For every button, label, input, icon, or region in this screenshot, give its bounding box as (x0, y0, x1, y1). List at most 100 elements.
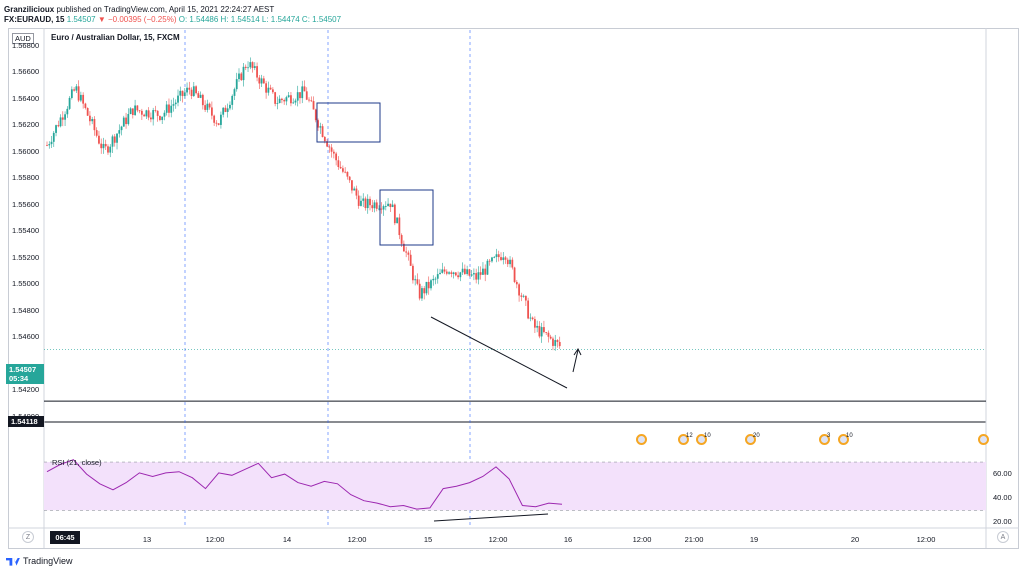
candle-body (549, 336, 552, 339)
candle-body (443, 269, 446, 272)
calendar-event-icon[interactable] (838, 434, 849, 445)
auto-scale-button[interactable]: A (997, 531, 1009, 543)
candle-body (283, 100, 286, 102)
candle-body (445, 271, 448, 274)
candle-body (192, 86, 195, 97)
time-axis-tick: 20 (850, 535, 860, 544)
calendar-event-icon[interactable] (745, 434, 756, 445)
calendar-event-icon[interactable] (819, 434, 830, 445)
time-axis-tick: 16 (563, 535, 573, 544)
candle-body (547, 332, 550, 337)
author-name[interactable]: Granzilicioux (4, 5, 55, 14)
rsi-line (46, 459, 563, 510)
candle-body (253, 66, 256, 68)
candle-body (152, 110, 155, 120)
candle-body (391, 204, 394, 208)
candle-body (373, 202, 376, 209)
au-flag-icon[interactable] (636, 434, 647, 445)
candle-body (226, 108, 229, 112)
candle-body (102, 143, 105, 149)
zoom-button[interactable]: Z (22, 531, 34, 543)
candle-body (251, 62, 254, 68)
candle-body (454, 272, 457, 276)
candle-body (396, 217, 399, 224)
candle-body (84, 103, 87, 108)
rsi-axis-tick: 20.00 (993, 517, 1012, 527)
candle-body (522, 295, 525, 297)
candle-body (95, 130, 98, 136)
candle-body (150, 117, 152, 120)
price-axis-tick: 1.55200 (12, 252, 40, 262)
chart-title: Euro / Australian Dollar, 15, FXCM (51, 33, 180, 42)
candle-body (518, 284, 520, 296)
calendar-event-icon[interactable] (696, 434, 707, 445)
candle-body (82, 94, 85, 104)
tradingview-logo[interactable]: TradingView (6, 556, 73, 566)
candle-body (129, 108, 132, 115)
candle-body (222, 107, 225, 115)
candle-body (398, 217, 401, 236)
time-axis-tick: 19 (749, 535, 759, 544)
publish-text: published on TradingView.com, April 15, … (56, 5, 275, 14)
time-axis-tick: 12:00 (205, 535, 225, 544)
candle-body (79, 94, 82, 101)
candle-body (531, 317, 534, 320)
candle-body (308, 99, 310, 101)
candle-body (400, 235, 403, 244)
candle-body (204, 105, 207, 110)
up-arrow-shaft (572, 349, 579, 373)
candle-body (292, 102, 295, 104)
rsi-axis-tick: 40.00 (993, 493, 1012, 503)
event-count-label: 12 (686, 433, 693, 439)
price-axis-tick: 1.55000 (12, 279, 40, 289)
time-axis-tick: 14 (282, 535, 292, 544)
candle-body (86, 107, 89, 116)
au-flag-icon[interactable] (978, 434, 989, 445)
candle-body (260, 78, 263, 84)
candle-body (357, 195, 360, 206)
candle-body (554, 340, 557, 346)
price-axis-tick: 1.56800 (12, 40, 40, 50)
candle-body (136, 105, 139, 111)
candle-body (276, 103, 279, 104)
candle-body (414, 279, 417, 281)
candle-body (249, 62, 252, 68)
candle-body (457, 275, 459, 278)
candle-body (475, 273, 478, 280)
candle-body (290, 95, 292, 104)
event-count-label: 10 (704, 433, 711, 439)
candle-body (375, 202, 378, 209)
candle-body (235, 79, 238, 90)
candle-body (328, 146, 331, 148)
candle-body (520, 295, 523, 297)
candle-body (384, 206, 387, 207)
candle-body (319, 126, 322, 128)
symbol-info: FX:EURAUD, 15 1.54507 ▼ −0.00395 (−0.25%… (4, 15, 341, 25)
crosshair-time-tag: 06:45 (50, 531, 80, 544)
candle-body (382, 206, 385, 210)
last-price: 1.54507 (66, 15, 96, 24)
candle-body (285, 97, 288, 102)
price-axis-tick: 1.55600 (12, 199, 40, 209)
calendar-event-icon[interactable] (678, 434, 689, 445)
candle-body (409, 254, 412, 266)
candle-body (303, 86, 306, 92)
candle-body (418, 283, 421, 299)
rsi-trend-line (433, 513, 549, 522)
candle-body (48, 144, 51, 146)
candle-body (389, 203, 392, 208)
candle-body (337, 160, 340, 167)
candle-body (163, 112, 166, 117)
rsi-band (44, 462, 986, 511)
candle-body (183, 92, 186, 97)
candle-body (267, 87, 270, 93)
candle-body (215, 122, 218, 124)
candle-body (52, 132, 55, 142)
candle-body (378, 208, 380, 210)
candle-body (463, 268, 466, 274)
candle-body (387, 203, 389, 207)
candle-body (330, 147, 333, 152)
current-price-tag: 1.54507 05:34 (6, 364, 44, 384)
candle-body (430, 280, 432, 289)
